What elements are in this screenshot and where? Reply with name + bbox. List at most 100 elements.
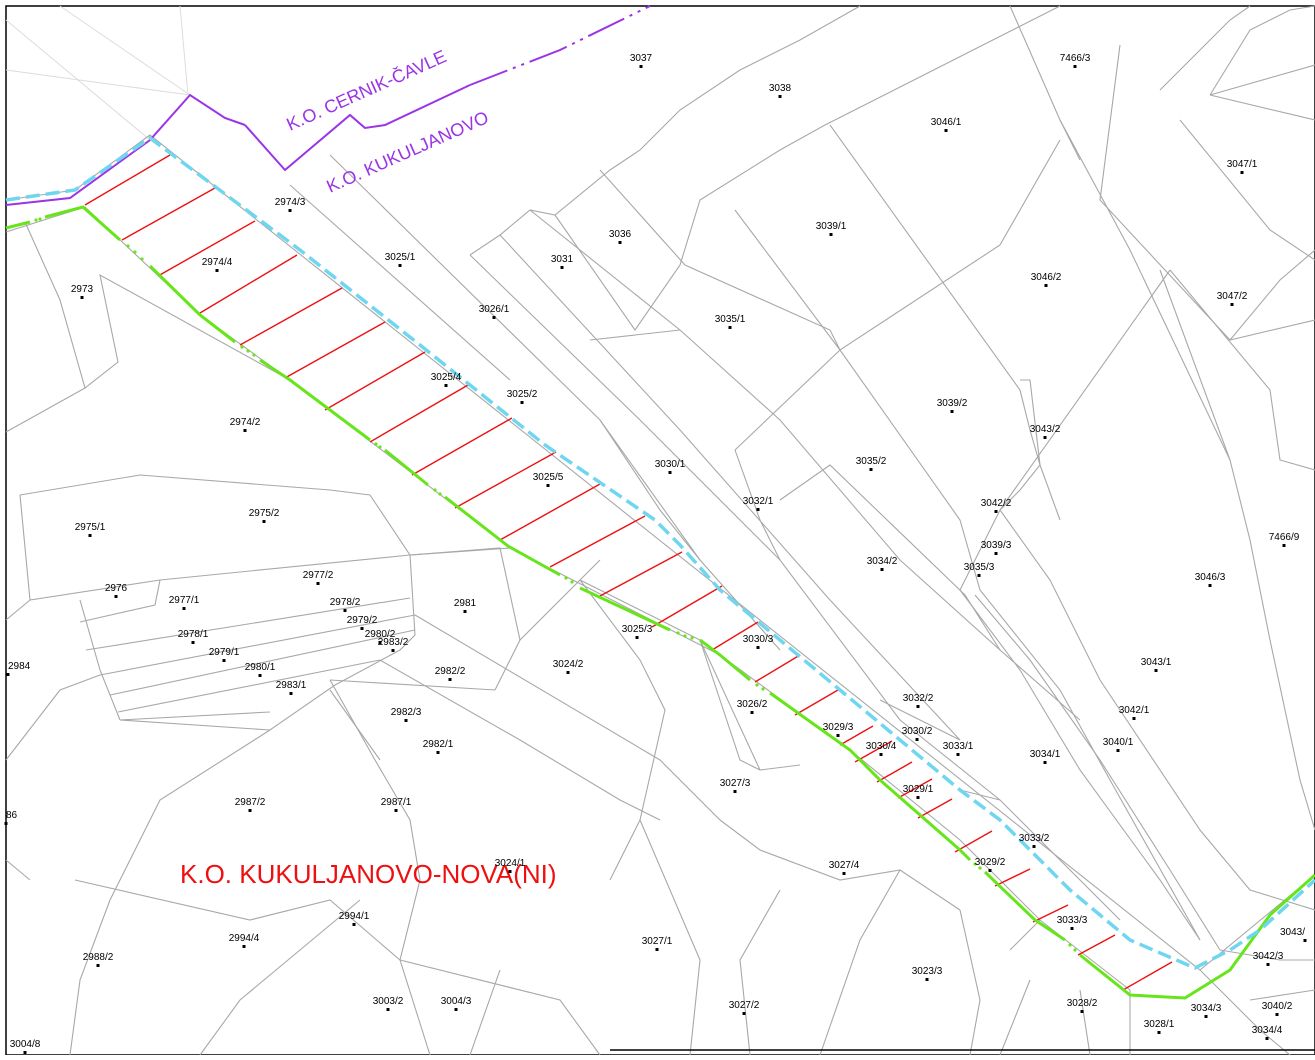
parcel-label: 2975/1: [75, 522, 106, 533]
parcel-label: 3026/1: [479, 304, 510, 315]
parcel-label: 2978/2: [330, 597, 361, 608]
parcel-label: 2994/4: [229, 933, 260, 944]
parcel-centroid-dot: [258, 674, 262, 677]
parcel-centroid-dot: [829, 233, 833, 236]
outer-parcel-lines: [5, 5, 191, 141]
parcel-centroid-dot: [635, 636, 639, 639]
parcel-label: 3029/1: [903, 784, 934, 795]
parcel-centroid-dot: [404, 719, 408, 722]
parcel-centroid-dot: [1070, 927, 1074, 930]
parcel-centroid-dot: [463, 610, 467, 613]
parcel-label: 2987/1: [381, 797, 412, 808]
parcel-centroid-dot: [655, 948, 659, 951]
parcel-label: 3034/4: [1252, 1025, 1283, 1036]
parcel-label: 2978/1: [178, 629, 209, 640]
parcel-centroid-dot: [1073, 65, 1077, 68]
parcel-centroid-dot: [1043, 436, 1047, 439]
parcel-label: 3030/1: [655, 459, 686, 470]
parcel-label: 3025/4: [431, 372, 462, 383]
parcel-centroid-dot: [88, 534, 92, 537]
parcel-centroid-dot: [1132, 717, 1136, 720]
parcel-label: 3043/1: [1141, 657, 1172, 668]
parcel-label: 3025/5: [533, 472, 564, 483]
parcel-centroid-dot: [639, 65, 643, 68]
parcel-label: 3024/2: [553, 659, 584, 670]
parcel-labels: 3037 3038 7466/3 3046/1 3047/1 2974/3 3036 3039…: [4, 53, 1307, 1054]
parcel-label: 2987/2: [235, 797, 266, 808]
parcel-centroid-dot: [1043, 761, 1047, 764]
parcel-label: 3027/2: [729, 1000, 760, 1011]
parcel-centroid-dot: [956, 753, 960, 756]
parcel-centroid-dot: [1282, 544, 1286, 547]
parcel-centroid-dot: [1154, 669, 1158, 672]
parcel-label: 3043/: [1280, 927, 1305, 938]
parcel-label: 3039/1: [816, 221, 847, 232]
parcel-label: 3025/1: [385, 252, 416, 263]
parcel-centroid-dot: [1080, 1010, 1084, 1013]
parcel-label: 3034/3: [1191, 1003, 1222, 1014]
parcel-label: 3026/2: [737, 699, 768, 710]
parcel-centroid-dot: [386, 1008, 390, 1011]
parcel-label: 3039/2: [937, 398, 968, 409]
parcel-centroid-dot: [4, 822, 8, 825]
parcel-label: 3047/2: [1217, 291, 1248, 302]
parcel-label: 2976: [105, 583, 128, 594]
parcel-label: 3028/2: [1067, 998, 1098, 1009]
parcel-centroid-dot: [750, 711, 754, 714]
parcel-centroid-dot: [1230, 303, 1234, 306]
parcel-label: 2980/1: [245, 662, 276, 673]
parcel-centroid-dot: [880, 568, 884, 571]
parcel-centroid-dot: [916, 796, 920, 799]
parcel-label: 3030/4: [866, 741, 897, 752]
parcel-centroid-dot: [728, 326, 732, 329]
parcel-label: 3025/2: [507, 389, 538, 400]
parcel-centroid-dot: [668, 471, 672, 474]
corridor-edge-green-dots: [34, 217, 1077, 952]
parcel-label: 2977/1: [169, 595, 200, 606]
parcel-label: 3034/2: [867, 556, 898, 567]
parcel-centroid-dot: [733, 790, 737, 793]
parcel-label: 3029/3: [823, 722, 854, 733]
parcel-label: 3033/1: [943, 741, 974, 752]
parcel-label: 3042/3: [1253, 951, 1284, 962]
parcel-label: 2981: [454, 598, 477, 609]
parcel-label: 2974/2: [230, 417, 261, 428]
parcel-centroid-dot: [215, 269, 219, 272]
parcel-label: 3046/1: [931, 117, 962, 128]
parcel-centroid-dot: [1032, 845, 1036, 848]
parcel-centroid-dot: [879, 753, 883, 756]
parcel-centroid-dot: [756, 508, 760, 511]
parcel-centroid-dot: [444, 384, 448, 387]
parcel-label: 2979/2: [347, 615, 378, 626]
map-frame: [5, 5, 1315, 1056]
parcel-centroid-dot: [950, 410, 954, 413]
parcel-centroid-dot: [289, 692, 293, 695]
parcel-centroid-dot: [520, 401, 524, 404]
parcel-label: 3031: [551, 254, 574, 265]
parcel-centroid-dot: [96, 964, 100, 967]
parcel-label: 3004/8: [10, 1039, 41, 1050]
parcel-label: 2982/1: [423, 739, 454, 750]
parcel-centroid-dot: [1157, 1031, 1161, 1034]
parcel-centroid-dot: [869, 468, 873, 471]
parcel-centroid-dot: [944, 129, 948, 132]
parcel-centroid-dot: [222, 659, 226, 662]
parcel-centroid-dot: [1208, 584, 1212, 587]
parcel-centroid-dot: [243, 429, 247, 432]
municipal-boundary: [5, 5, 651, 206]
parcel-centroid-dot: [546, 484, 550, 487]
parcel-label: 3046/3: [1195, 572, 1226, 583]
parcel-boundaries: [5, 5, 1315, 1056]
parcel-centroid-dot: [191, 641, 195, 644]
parcel-label: 7466/3: [1060, 53, 1091, 64]
parcel-label: 3023/3: [912, 966, 943, 977]
parcel-label: 3040/2: [1262, 1001, 1293, 1012]
parcel-label: 2983/1: [276, 680, 307, 691]
parcel-centroid-dot: [114, 595, 118, 598]
parcel-centroid-dot: [1265, 1037, 1269, 1040]
parcel-label: 3024/1: [495, 858, 526, 869]
parcel-centroid-dot: [352, 923, 356, 926]
parcel-centroid-dot: [508, 870, 512, 873]
parcel-centroid-dot: [842, 872, 846, 875]
